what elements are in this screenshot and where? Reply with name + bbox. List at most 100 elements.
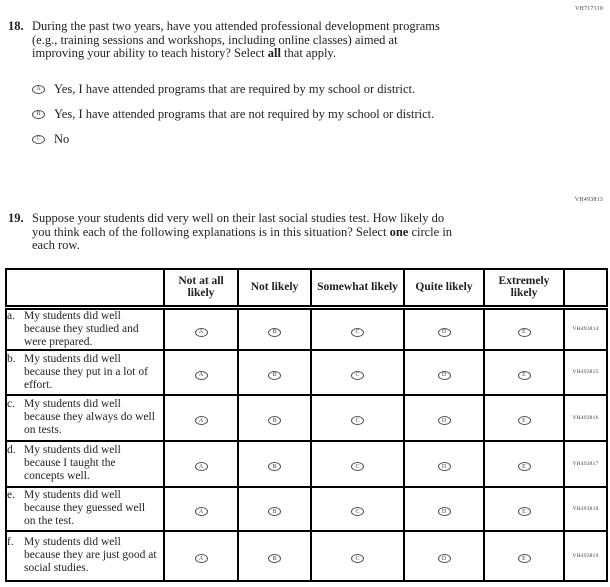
row-e-choice-quite[interactable]: D <box>403 485 485 532</box>
q19-prompt-line2-end: circle in <box>408 224 453 239</box>
question-19: 19. Suppose your students did very well … <box>8 211 453 253</box>
row-d-stem: d. My students did well because I taught … <box>5 439 165 488</box>
row-a-choice-not-likely[interactable]: B <box>237 306 312 351</box>
q19-accession-code: VH493813 <box>574 197 603 203</box>
answer-bubble-d-icon: D <box>437 554 451 563</box>
row-a-choice-extremely[interactable]: E <box>483 306 565 351</box>
answer-bubble-a-icon: A <box>194 554 208 563</box>
answer-bubble-a-icon: A <box>194 370 208 380</box>
answer-bubble-e-icon: E <box>517 507 531 516</box>
q18-option-a[interactable]: A Yes, I have attended programs that are… <box>32 82 434 96</box>
row-e-text: My students did well because they guesse… <box>24 489 146 527</box>
answer-bubble-d-icon: D <box>437 507 451 516</box>
answer-bubble-c-icon: C <box>351 370 364 380</box>
answer-bubble-b-icon: B <box>268 416 281 425</box>
q18-option-c[interactable]: C No <box>32 132 434 146</box>
row-a-choice-somewhat[interactable]: C <box>310 306 405 351</box>
answer-bubble-c-icon: C <box>351 507 364 516</box>
answer-bubble-b-icon: B <box>268 462 281 471</box>
row-f-choice-extremely[interactable]: E <box>483 529 565 582</box>
row-a-letter: a. <box>7 309 15 322</box>
q18-prompt-line1: During the past two years, have you atte… <box>32 19 440 33</box>
row-c-choice-extremely[interactable]: E <box>483 393 565 442</box>
table-row-a: a. My students did well because they stud… <box>5 306 608 351</box>
q18-prompt: During the past two years, have you atte… <box>32 19 440 61</box>
row-b-letter: b. <box>7 352 16 365</box>
row-b-code: VH493815 <box>563 348 608 396</box>
answer-bubble-b-icon: B <box>268 327 281 337</box>
q19-number: 19. <box>8 211 24 225</box>
row-e-letter: e. <box>7 489 15 501</box>
row-d-choice-not-at-all[interactable]: A <box>163 439 239 488</box>
row-a-code: VH493814 <box>563 306 608 351</box>
answer-bubble-e-icon: E <box>517 370 531 380</box>
q19-prompt-line2: you think each of the following explanat… <box>32 224 390 239</box>
answer-bubble-e-icon: E <box>517 327 531 337</box>
row-e-choice-extremely[interactable]: E <box>483 485 565 532</box>
answer-bubble-b-icon: B <box>268 554 281 563</box>
q18-prompt-line3-end: that apply. <box>280 46 336 60</box>
question-18: 18. During the past two years, have you … <box>8 19 440 61</box>
row-c-choice-somewhat[interactable]: C <box>310 393 405 442</box>
q18-option-b[interactable]: B Yes, I have attended programs that are… <box>32 107 434 121</box>
row-e-choice-not-at-all[interactable]: A <box>163 485 239 532</box>
row-e-choice-somewhat[interactable]: C <box>310 485 405 532</box>
answer-bubble-e-icon: E <box>517 554 531 563</box>
row-b-choice-not-at-all[interactable]: A <box>163 348 239 396</box>
row-c-code: VH493816 <box>563 393 608 442</box>
row-f-letter: f. <box>7 536 14 548</box>
answer-bubble-a-icon: A <box>194 507 208 516</box>
row-f-choice-not-likely[interactable]: B <box>237 529 312 582</box>
row-f-code: VH493819 <box>563 529 608 582</box>
col-header-code <box>563 268 608 310</box>
q18-prompt-bold-word: all <box>267 46 281 60</box>
row-d-letter: d. <box>7 444 16 456</box>
row-c-choice-quite[interactable]: D <box>403 393 485 442</box>
q19-prompt-line1: Suppose your students did very well on t… <box>32 211 445 225</box>
table-row-d: d. My students did well because I taught … <box>5 439 608 488</box>
row-f-text: My students did well because they are ju… <box>24 536 157 574</box>
row-d-choice-extremely[interactable]: E <box>483 439 565 488</box>
row-b-choice-extremely[interactable]: E <box>483 348 565 396</box>
answer-bubble-c-icon: C <box>351 327 364 337</box>
row-a-stem: a. My students did well because they stud… <box>5 306 165 351</box>
table-corner-cell <box>5 268 165 310</box>
row-d-code: VH493817 <box>563 439 608 488</box>
row-f-choice-somewhat[interactable]: C <box>310 529 405 582</box>
row-d-choice-quite[interactable]: D <box>403 439 485 488</box>
row-b-choice-quite[interactable]: D <box>403 348 485 396</box>
row-b-choice-somewhat[interactable]: C <box>310 348 405 396</box>
col-header-not-at-all-likely: Not at all likely <box>163 268 239 310</box>
answer-bubble-e-icon: E <box>517 416 531 425</box>
row-b-choice-not-likely[interactable]: B <box>237 348 312 396</box>
table-row-f: f. My students did well because they are … <box>5 529 608 582</box>
col-header-somewhat-likely: Somewhat likely <box>310 268 405 310</box>
table-row-c: c. My students did well because they alwa… <box>5 393 608 442</box>
row-a-choice-not-at-all[interactable]: A <box>163 306 239 351</box>
q18-prompt-line3: improving your ability to teach history?… <box>32 46 268 60</box>
row-c-choice-not-likely[interactable]: B <box>237 393 312 442</box>
row-f-stem: f. My students did well because they are … <box>5 529 165 582</box>
answer-bubble-c-icon: C <box>351 554 364 563</box>
row-f-choice-quite[interactable]: D <box>403 529 485 582</box>
answer-bubble-c-icon: C <box>351 462 364 471</box>
q18-number: 18. <box>8 19 24 33</box>
answer-bubble-d-icon: D <box>437 416 451 425</box>
row-d-choice-somewhat[interactable]: C <box>310 439 405 488</box>
row-e-choice-not-likely[interactable]: B <box>237 485 312 532</box>
row-d-choice-not-likely[interactable]: B <box>237 439 312 488</box>
table-row-b: b. My students did well because they put … <box>5 348 608 396</box>
answer-bubble-a-icon: A <box>194 462 208 471</box>
q19-likelihood-table: Not at all likely Not likely Somewhat li… <box>5 268 608 582</box>
row-f-choice-not-at-all[interactable]: A <box>163 529 239 582</box>
row-c-choice-not-at-all[interactable]: A <box>163 393 239 442</box>
row-b-text: My students did well because they put in… <box>24 352 148 391</box>
row-e-stem: e. My students did well because they gues… <box>5 485 165 532</box>
row-d-text: My students did well because I taught th… <box>24 444 121 482</box>
row-a-choice-quite[interactable]: D <box>403 306 485 351</box>
answer-bubble-b-icon: B <box>268 370 281 380</box>
table-row-e: e. My students did well because they gues… <box>5 485 608 532</box>
table-header-row: Not at all likely Not likely Somewhat li… <box>5 268 608 310</box>
q19-prompt-bold-word: one <box>389 224 409 239</box>
answer-bubble-e-icon: E <box>517 462 531 471</box>
